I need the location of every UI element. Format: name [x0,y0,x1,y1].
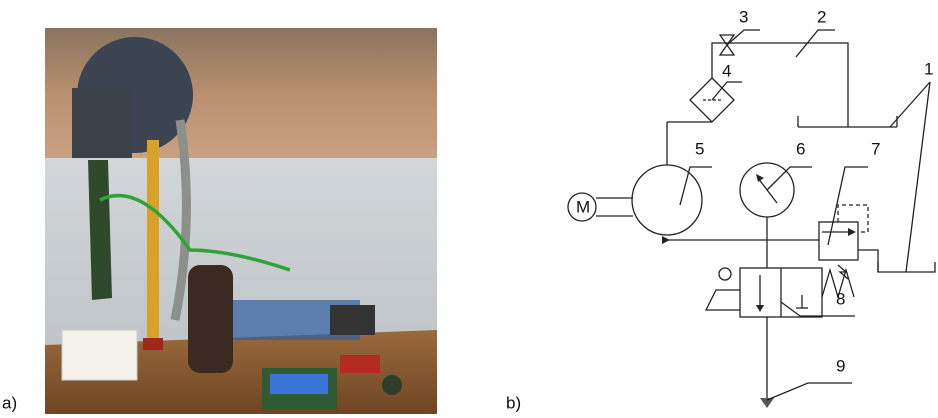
callout: 8 [836,289,845,308]
photo [45,28,437,414]
callout: 7 [871,139,880,158]
callout: 9 [836,356,845,375]
callout: 4 [722,61,731,80]
motor-label: M [576,197,590,216]
callout: 3 [739,7,748,26]
callout: 6 [796,139,805,158]
schematic [567,29,936,408]
callout: 5 [695,139,704,158]
callout: 1 [924,59,933,78]
panel-label: a) [2,393,17,412]
panel-label: b) [506,393,521,412]
callout: 2 [817,7,826,26]
